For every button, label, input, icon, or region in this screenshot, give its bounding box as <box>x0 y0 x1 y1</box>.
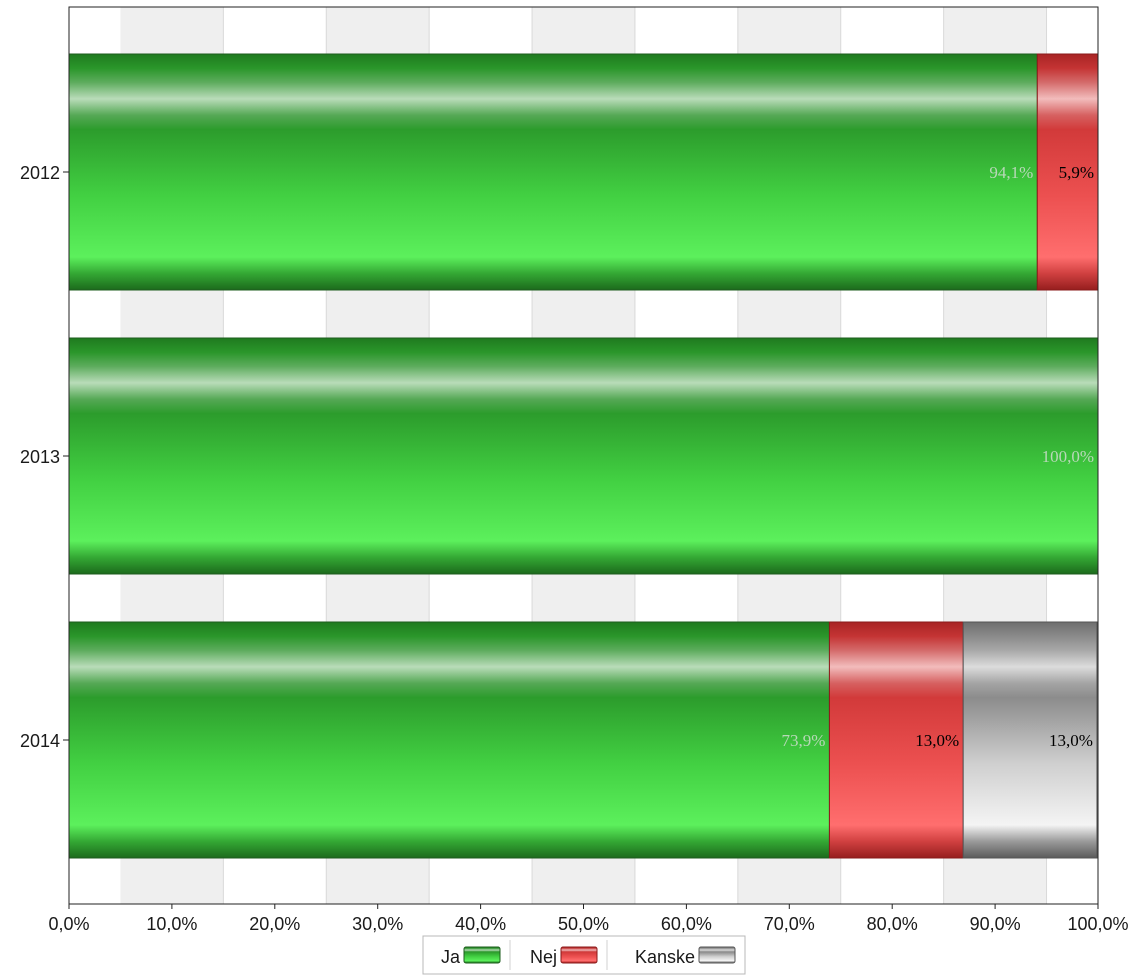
x-tick-label: 40,0% <box>455 914 506 934</box>
x-tick-label: 90,0% <box>970 914 1021 934</box>
legend-swatch-ja <box>463 946 501 964</box>
legend-label-nej: Nej <box>530 947 557 967</box>
legend-swatch-kanske <box>698 946 736 964</box>
x-tick-label: 10,0% <box>146 914 197 934</box>
x-tick-label: 30,0% <box>352 914 403 934</box>
x-tick-label: 50,0% <box>558 914 609 934</box>
bar-ja-2014[interactable] <box>68 621 830 859</box>
bar-ja-2013[interactable] <box>68 337 1099 575</box>
y-tick-label-2014: 2014 <box>20 731 60 751</box>
bar-nej-2014[interactable] <box>828 621 964 859</box>
data-label-ja-2013: 100,0% <box>1042 447 1094 466</box>
x-tick-label: 20,0% <box>249 914 300 934</box>
bar-kanske-2014[interactable] <box>962 621 1098 859</box>
x-tick-label: 80,0% <box>867 914 918 934</box>
x-tick-label: 70,0% <box>764 914 815 934</box>
y-tick-label-2013: 2013 <box>20 447 60 467</box>
data-label-ja-2012: 94,1% <box>989 163 1033 182</box>
x-tick-label: 60,0% <box>661 914 712 934</box>
data-label-nej-2012: 5,9% <box>1059 163 1094 182</box>
data-label-kanske-2014: 13,0% <box>1049 731 1093 750</box>
legend-label-ja: Ja <box>441 947 461 967</box>
legend-label-kanske: Kanske <box>635 947 695 967</box>
x-tick-label: 0,0% <box>48 914 89 934</box>
data-label-nej-2014: 13,0% <box>915 731 959 750</box>
legend-swatch-nej <box>560 946 598 964</box>
y-tick-label-2012: 2012 <box>20 163 60 183</box>
bar-nej-2012[interactable] <box>1036 53 1099 291</box>
data-label-ja-2014: 73,9% <box>782 731 826 750</box>
x-tick-label: 100,0% <box>1067 914 1128 934</box>
bar-ja-2012[interactable] <box>68 53 1038 291</box>
